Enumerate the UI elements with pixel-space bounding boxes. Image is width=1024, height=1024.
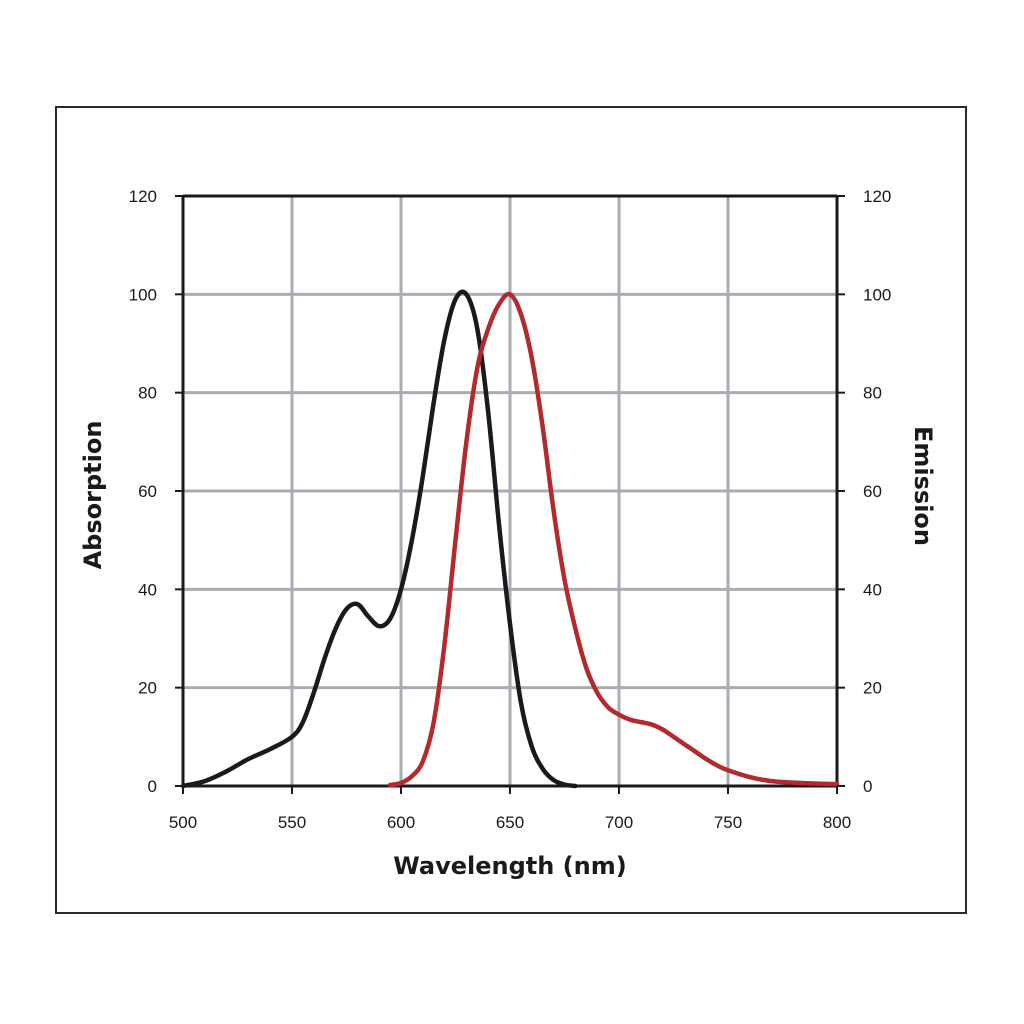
- tick-labels: 0 0 20 20 40 40 60 60 80 80 100 100 120 120 500 550 600 6…: [129, 187, 892, 832]
- x-tick-label: 650: [496, 813, 524, 832]
- series-lines: [180, 289, 840, 789]
- right-y-tick-label: 80: [863, 384, 882, 403]
- absorption-line: [180, 289, 578, 789]
- left-y-tick-label: 60: [138, 482, 157, 501]
- x-tick-label: 800: [823, 813, 851, 832]
- x-tick-label: 550: [278, 813, 306, 832]
- left-y-tick-label: 80: [138, 384, 157, 403]
- left-y-axis-title: Absorption: [79, 421, 107, 570]
- chart-frame: 0 0 20 20 40 40 60 60 80 80 100 100 120 120 500 550 600 6…: [55, 106, 967, 914]
- emission-line: [387, 291, 840, 788]
- x-tick-label: 700: [605, 813, 633, 832]
- right-y-tick-label: 60: [863, 482, 882, 501]
- right-y-tick-label: 40: [863, 580, 882, 599]
- spectrum-chart: 0 0 20 20 40 40 60 60 80 80 100 100 120 120 500 550 600 6…: [79, 187, 937, 880]
- right-y-tick-label: 20: [863, 679, 882, 698]
- right-y-tick-label: 120: [863, 187, 891, 206]
- right-y-tick-label: 0: [863, 777, 872, 796]
- left-y-tick-label: 20: [138, 679, 157, 698]
- x-tick-label: 750: [714, 813, 742, 832]
- left-y-tick-label: 120: [129, 187, 157, 206]
- left-y-tick-label: 0: [148, 777, 157, 796]
- left-y-tick-label: 100: [129, 285, 157, 304]
- x-axis-title: Wavelength (nm): [393, 852, 626, 880]
- x-tick-label: 500: [169, 813, 197, 832]
- left-y-tick-label: 40: [138, 580, 157, 599]
- grid-lines: [183, 196, 837, 786]
- right-y-axis-title: Emission: [909, 426, 937, 546]
- x-tick-label: 600: [387, 813, 415, 832]
- right-y-tick-label: 100: [863, 285, 891, 304]
